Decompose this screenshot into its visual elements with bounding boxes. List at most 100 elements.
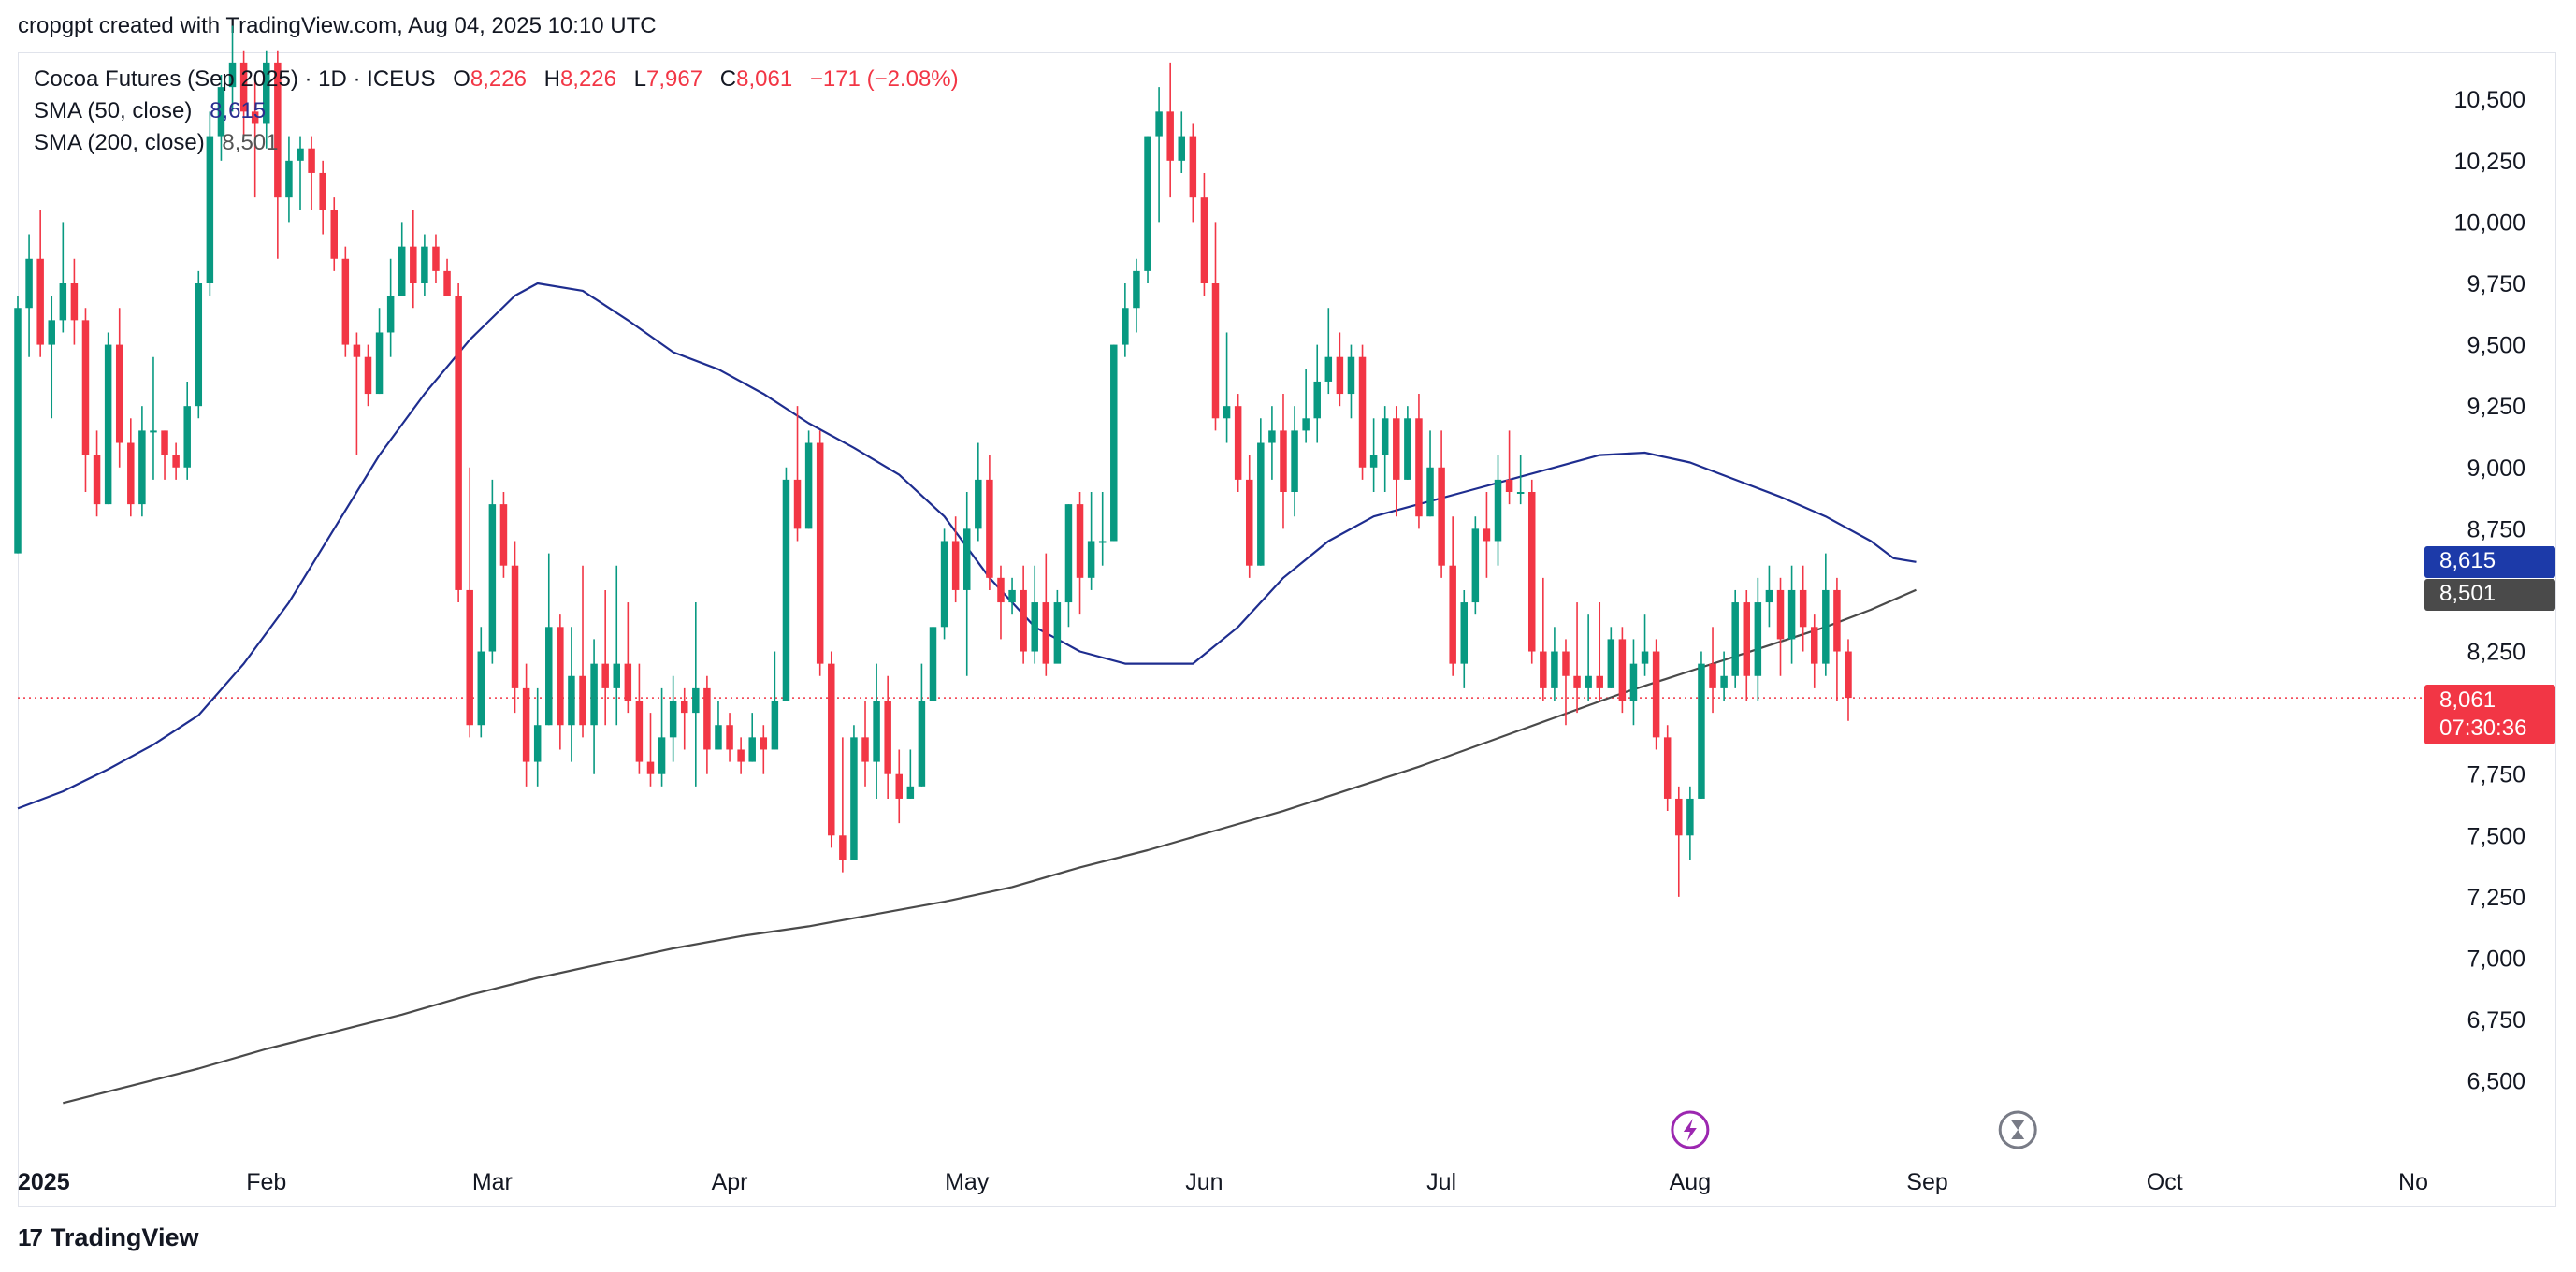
candle <box>1257 418 1265 566</box>
candle-body <box>421 246 428 283</box>
candle-body <box>545 627 553 726</box>
candle <box>1223 332 1231 443</box>
candle-body <box>1313 381 1321 419</box>
candle-body <box>1698 663 1705 799</box>
candle-body <box>410 246 417 283</box>
candle <box>1358 344 1367 480</box>
candle <box>285 136 293 223</box>
candle-body <box>341 258 350 345</box>
candle-body <box>771 701 779 750</box>
candle-body <box>285 160 293 198</box>
candle <box>1234 394 1242 492</box>
candle-body <box>940 541 948 628</box>
candle <box>386 258 395 357</box>
time-tick-label: Mar <box>472 1169 513 1195</box>
candle <box>274 50 282 259</box>
last-price-tag: 8,061 07:30:36 <box>2424 685 2555 745</box>
candle <box>1313 344 1321 443</box>
candle-body <box>1381 418 1389 455</box>
candle <box>929 627 937 701</box>
candle-body <box>1144 136 1151 271</box>
candle-body <box>839 835 847 860</box>
candle <box>421 234 428 296</box>
candle-body <box>1302 418 1310 431</box>
candle <box>308 136 315 210</box>
candle <box>161 430 168 480</box>
candle <box>353 332 361 455</box>
candle-body <box>386 296 395 333</box>
candle <box>793 406 802 542</box>
candle-body <box>115 344 123 443</box>
candle <box>1336 332 1344 407</box>
candle <box>1144 136 1151 283</box>
candle-body <box>477 651 485 726</box>
candle-body <box>466 589 473 726</box>
candle-body <box>93 455 101 505</box>
price-tick-label: 7,500 <box>2467 823 2525 849</box>
lightning-shape <box>1683 1119 1697 1141</box>
chart-frame <box>18 52 2556 1207</box>
price-tick-label: 9,750 <box>2467 271 2525 297</box>
candle-body <box>1336 356 1344 395</box>
candle <box>1494 455 1502 566</box>
candle <box>1122 283 1129 357</box>
candle-body <box>1426 467 1434 517</box>
candle-body <box>81 320 90 455</box>
candle <box>1155 87 1163 223</box>
candle <box>1415 394 1423 529</box>
candle-body <box>443 270 451 296</box>
candle-body <box>760 737 768 750</box>
candle-body <box>138 430 146 505</box>
candle <box>951 516 960 603</box>
time-tick-label: Feb <box>246 1169 286 1195</box>
candle <box>748 713 756 762</box>
candle <box>1166 62 1174 198</box>
candle-body <box>624 663 632 701</box>
candle <box>138 406 146 517</box>
tradingview-brand[interactable]: 17 TradingView <box>18 1223 198 1252</box>
candle-body <box>1415 418 1423 517</box>
candle-body <box>1573 675 1581 688</box>
candle-body <box>161 430 168 455</box>
candle <box>545 553 553 726</box>
candle-body <box>1765 589 1773 603</box>
candle <box>81 308 90 492</box>
candle-body <box>1562 651 1570 676</box>
candle-body <box>511 565 519 688</box>
event-circle <box>1998 1110 2037 1149</box>
candle <box>533 687 542 787</box>
candle <box>297 136 304 210</box>
candle <box>1799 565 1807 652</box>
time-tick-label: Oct <box>2147 1169 2183 1195</box>
candle-body <box>1686 798 1694 836</box>
candle <box>25 234 33 357</box>
candle-body <box>715 725 722 750</box>
candle <box>1551 627 1558 701</box>
candle <box>906 749 915 799</box>
sma50-price-tag: 8,615 <box>2424 545 2555 578</box>
candle <box>873 663 880 799</box>
legend-sma200-row[interactable]: SMA (200, close) 8,501 <box>34 127 959 159</box>
candle-body <box>579 675 586 726</box>
candle <box>239 50 248 137</box>
candle-body <box>104 344 112 505</box>
candle-body <box>263 62 270 124</box>
sma200-tag-value: 8,501 <box>2439 580 2496 606</box>
candle-body <box>228 62 237 88</box>
hourglass-shape <box>2011 1120 2025 1139</box>
candle-body <box>906 786 915 799</box>
candle-body <box>1110 344 1118 542</box>
symbol-name[interactable]: Cocoa Futures (Sep 2025) · 1D · ICEUS <box>34 66 436 92</box>
candle-body <box>251 111 259 124</box>
candle <box>1516 455 1525 505</box>
candle <box>1053 589 1062 664</box>
close-value: 8,061 <box>736 66 793 92</box>
candle <box>962 492 971 676</box>
candle <box>1505 430 1513 505</box>
candle-body <box>918 701 926 787</box>
candle-body <box>1652 651 1660 738</box>
candle <box>669 675 677 762</box>
candle <box>601 589 609 726</box>
legend-sma50-row[interactable]: SMA (50, close) 8,615 <box>34 95 959 127</box>
